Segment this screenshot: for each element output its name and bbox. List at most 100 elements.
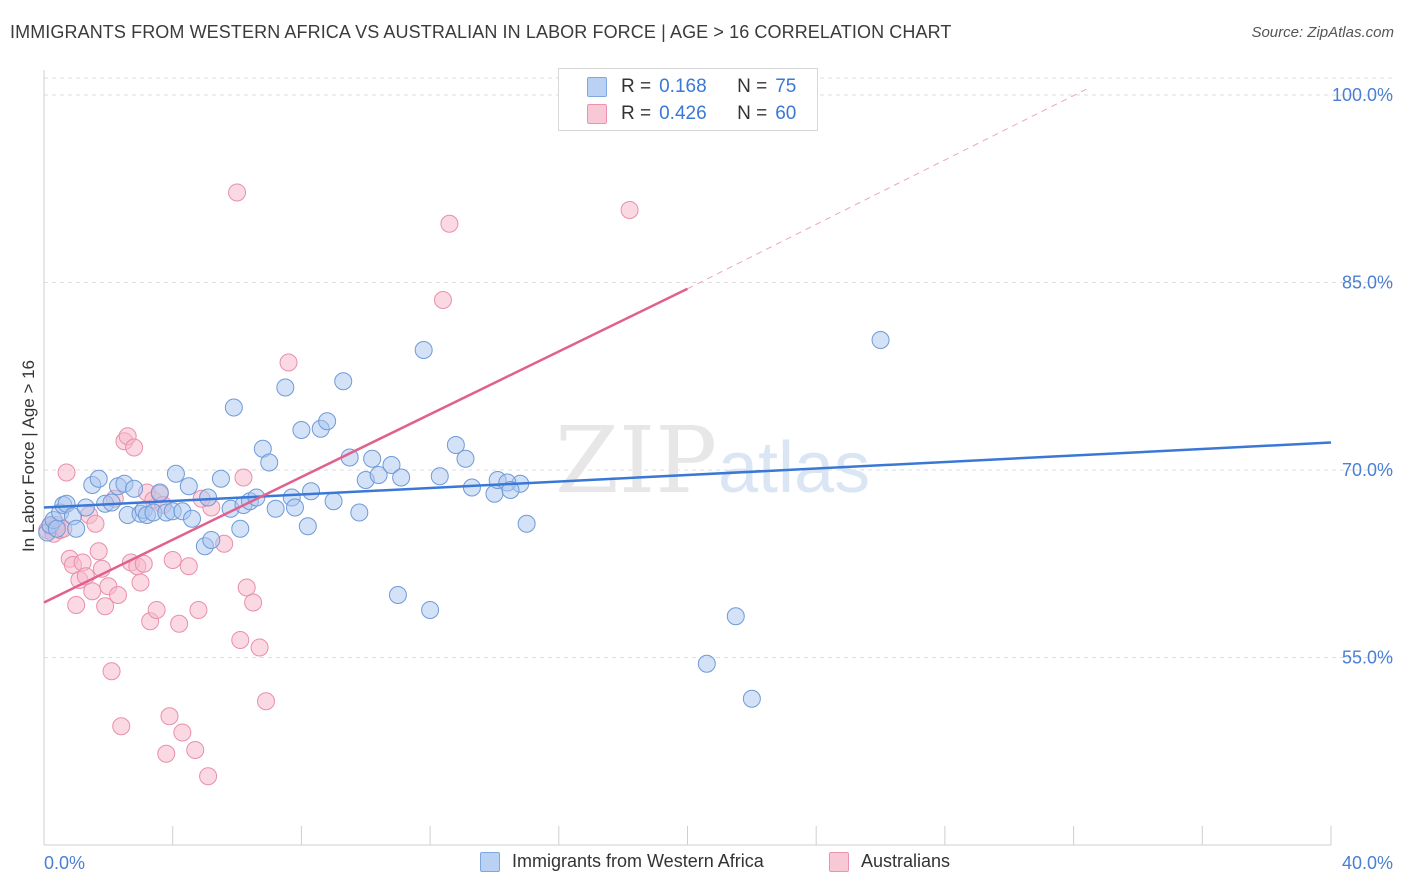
chart-title: IMMIGRANTS FROM WESTERN AFRICA VS AUSTRA… [10,22,952,42]
western-africa-point [324,492,343,511]
australians-point [250,638,269,657]
australians-point [89,542,108,561]
western-africa-point [382,456,401,474]
western-africa-point [350,503,369,522]
western-africa-point [199,488,218,507]
australians-point [186,741,205,759]
trend-lines [43,87,1332,604]
western-africa-point [462,478,481,497]
western-africa-points [38,331,890,708]
y-tick-labels: 55.0% 70.0% 85.0% 100.0% [1332,85,1393,668]
australians-point [433,291,452,309]
australians-point [157,744,176,763]
australians-point [257,692,276,711]
y-tick-label: 70.0% [1342,460,1393,480]
western-africa-point [392,468,411,487]
western-africa-point [76,498,95,517]
x-tick-label-max: 40.0% [1342,853,1393,873]
series-legend-label: Australians [861,851,951,871]
western-africa-point [388,586,407,604]
western-africa-point [501,481,520,499]
series-legend-label: Immigrants from Western Africa [512,851,764,871]
australians-point [147,601,166,619]
australians-point [231,631,250,649]
watermark: ZIP atlas [555,407,870,514]
australians-point [170,614,189,633]
western-africa-point [363,449,382,468]
x-tick-label-min: 0.0% [44,853,85,873]
series-legend-item-australians[interactable]: Australians [829,851,950,872]
western-africa-point [211,469,230,488]
trend-extension-australians [687,87,1090,290]
western-africa-point [125,479,144,498]
australians-point [109,586,128,604]
australians-point [67,596,86,614]
western-africa-point [150,483,169,502]
australians-point [279,353,298,372]
western-africa-point [285,498,304,517]
australians-point [102,662,121,681]
australians-point [440,214,459,233]
legend-swatch-pink [587,104,607,124]
legend-row-pink: R = 0.426 N = 60 [587,101,796,127]
legend-r-label: R = [621,103,652,124]
gridlines [44,77,1394,658]
western-africa-point [47,519,66,538]
x-tick-labels: 0.0% 40.0% [44,853,1393,873]
australians-point [228,183,247,202]
australians-point [179,557,198,576]
western-africa-point [318,412,337,431]
legend-r-label: R = [621,76,652,97]
western-africa-point [298,517,317,536]
y-axis-label: In Labor Force | Age > 16 [19,360,38,552]
legend-n-label: N = [737,103,768,124]
western-africa-point [421,601,440,619]
legend-n-value-blue: 75 [775,76,797,97]
australians-point [620,201,639,219]
australians-point [160,707,179,726]
western-africa-point [166,464,185,483]
western-africa-point [446,436,465,454]
legend-n-label: N = [737,76,768,97]
australians-point [244,593,263,612]
australians-point [83,582,102,601]
western-africa-point [302,482,321,501]
western-africa-point [726,607,745,626]
legend-swatch-blue [587,77,607,97]
western-africa-point [369,466,388,484]
western-africa-point [871,331,890,349]
western-africa-point [697,654,716,673]
western-africa-point [517,514,536,533]
western-africa-point [266,499,285,518]
legend-row-blue: R = 0.168 N = 75 [587,74,796,100]
australians-point [96,597,115,616]
western-africa-point [183,509,202,528]
australians-point [237,578,256,597]
legend-n-value-pink: 60 [775,103,797,124]
watermark-zip: ZIP [555,407,717,514]
western-africa-point [334,372,353,391]
western-africa-point [292,421,311,439]
western-africa-point [67,519,86,538]
western-africa-point [224,398,243,417]
legend-r-value-pink: 0.426 [659,103,707,124]
western-africa-point [102,493,121,512]
series-legend-item-western-africa[interactable]: Immigrants from Western Africa [480,851,764,872]
series-legend: Immigrants from Western Africa Australia… [0,851,1406,879]
western-africa-point [260,453,279,472]
australians-point [163,551,182,569]
western-africa-point [742,689,761,708]
australians-point [199,767,218,786]
australians-point [86,514,105,533]
stats-legend: R = 0.168 N = 75 R = 0.426 N = 60 [558,68,818,131]
western-africa-point [202,531,221,549]
series-swatch-blue [480,851,500,872]
trend-line-australians [43,287,689,604]
western-africa-point [89,469,108,488]
australians-point [125,438,144,457]
y-tick-label: 55.0% [1342,648,1393,668]
y-tick-label: 100.0% [1332,85,1393,105]
australians-point [189,601,208,619]
western-africa-point [414,341,433,359]
